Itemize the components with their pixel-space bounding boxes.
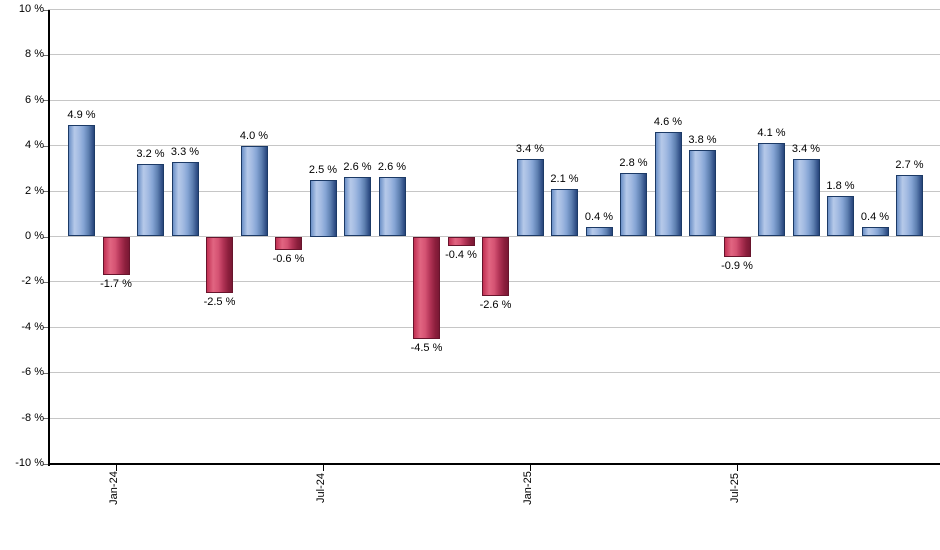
positive-bar xyxy=(896,175,923,237)
bar-value-label: 4.1 % xyxy=(757,127,786,140)
x-axis-tick xyxy=(529,464,531,471)
y-axis-tick xyxy=(43,100,48,102)
y-axis-tick xyxy=(43,327,48,329)
bar-value-label: 0.4 % xyxy=(860,211,890,224)
y-axis-tick-label: 4 % xyxy=(25,139,44,152)
bar-value-label: 2.1 % xyxy=(550,172,579,185)
negative-bar xyxy=(102,236,130,276)
gridline xyxy=(48,145,940,147)
positive-bar xyxy=(758,143,785,237)
positive-bar xyxy=(516,159,544,237)
y-axis-tick-label: -10 % xyxy=(15,457,44,469)
y-axis-tick xyxy=(43,418,48,420)
positive-bar xyxy=(240,145,268,237)
bar-value-label: 3.2 % xyxy=(136,147,165,160)
x-axis-tick xyxy=(115,464,117,471)
y-axis-tick xyxy=(43,54,48,56)
bar-value-label: 3.4 % xyxy=(515,143,545,156)
bar-value-label: 2.7 % xyxy=(895,159,924,172)
y-axis-tick-label: 10 % xyxy=(18,3,44,15)
bar-value-label: 3.4 % xyxy=(791,143,821,156)
y-axis-tick-label: -4 % xyxy=(21,320,44,333)
negative-bar xyxy=(206,236,233,294)
positive-bar xyxy=(137,163,164,237)
bar-value-label: -1.7 % xyxy=(100,278,132,291)
negative-bar xyxy=(482,236,509,296)
positive-bar xyxy=(861,227,889,237)
bar-value-label: -2.6 % xyxy=(479,298,512,311)
bar-value-label: 2.6 % xyxy=(377,161,407,174)
y-axis-tick xyxy=(43,236,48,238)
gridline xyxy=(48,9,940,10)
positive-bar xyxy=(171,161,199,237)
negative-bar xyxy=(413,236,440,339)
y-axis-tick-label: 8 % xyxy=(25,48,44,61)
gridline xyxy=(48,372,940,374)
bar-value-label: -2.5 % xyxy=(203,296,236,309)
negative-bar xyxy=(275,236,302,251)
positive-bar xyxy=(620,172,647,237)
bar-value-label: 4.6 % xyxy=(653,116,683,129)
y-axis-tick-label: -2 % xyxy=(21,275,44,288)
bar-value-label: 2.8 % xyxy=(619,156,648,169)
y-axis-tick xyxy=(43,145,48,147)
negative-bar xyxy=(447,236,475,246)
bar-value-label: -0.9 % xyxy=(721,259,753,272)
y-axis-tick-label: -8 % xyxy=(21,411,44,424)
x-axis-tick-label: Jul-24 xyxy=(315,473,327,503)
x-axis-tick-label: Jan-25 xyxy=(522,471,534,505)
y-axis-tick-label: -6 % xyxy=(21,366,44,379)
y-axis-tick xyxy=(43,372,48,374)
positive-bar xyxy=(827,195,854,237)
bar-value-label: 1.8 % xyxy=(826,179,855,192)
gridline xyxy=(48,326,940,328)
bar-value-label: 4.0 % xyxy=(239,129,269,142)
bar-value-label: -0.4 % xyxy=(445,248,477,261)
bar-value-label: 4.9 % xyxy=(67,109,96,122)
gridline xyxy=(48,54,940,56)
positive-bar xyxy=(551,188,578,237)
bar-value-label: -4.5 % xyxy=(410,341,443,354)
y-axis-tick xyxy=(43,463,48,465)
positive-bar xyxy=(309,179,337,237)
y-axis-tick-label: 6 % xyxy=(25,93,44,106)
bar-value-label: 2.5 % xyxy=(308,163,338,176)
bar-value-label: 2.6 % xyxy=(343,161,372,174)
y-axis-tick xyxy=(43,9,48,11)
positive-bar xyxy=(378,177,406,237)
gridline xyxy=(48,190,940,192)
positive-bar xyxy=(654,132,682,237)
positive-bar xyxy=(344,177,371,237)
positive-bar xyxy=(585,227,613,237)
bar-value-label: 0.4 % xyxy=(584,211,614,224)
positive-bar xyxy=(792,159,820,237)
bar-value-label: 3.3 % xyxy=(170,145,200,158)
y-axis-tick xyxy=(43,191,48,193)
y-axis-tick-label: 0 % xyxy=(25,230,44,242)
positive-bar xyxy=(68,125,95,237)
bar-value-label: -0.6 % xyxy=(272,253,305,266)
bar-value-label: 3.8 % xyxy=(688,134,717,147)
x-axis-tick xyxy=(736,464,738,471)
y-axis-tick-label: 2 % xyxy=(25,184,44,197)
x-axis xyxy=(48,463,940,465)
positive-bar xyxy=(689,150,716,237)
gridline xyxy=(48,99,940,101)
negative-bar xyxy=(723,236,751,257)
x-axis-tick-label: Jul-25 xyxy=(729,473,741,503)
gridline xyxy=(48,417,940,419)
y-axis xyxy=(48,9,50,466)
x-axis-tick-label: Jan-24 xyxy=(108,471,120,505)
y-axis-tick xyxy=(43,281,48,283)
x-axis-tick xyxy=(322,464,324,471)
